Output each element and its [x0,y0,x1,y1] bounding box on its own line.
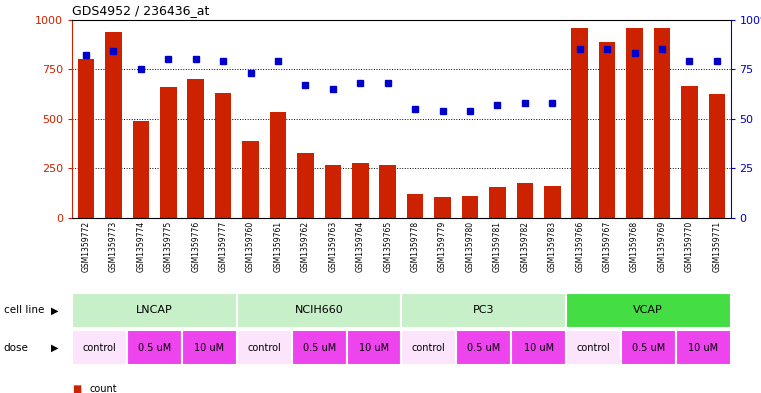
Bar [187,79,204,218]
Bar [380,165,396,218]
Bar [435,197,451,218]
Bar [517,184,533,218]
Text: PC3: PC3 [473,305,495,316]
Text: 10 uM: 10 uM [194,343,224,353]
Bar [105,31,122,218]
Text: VCAP: VCAP [633,305,663,316]
Text: 10 uM: 10 uM [524,343,554,353]
Bar [407,194,423,218]
Bar [599,42,616,218]
Text: NCIH660: NCIH660 [295,305,343,316]
Bar [511,330,566,365]
Text: 0.5 uM: 0.5 uM [138,343,171,353]
Text: control: control [247,343,281,353]
Text: 0.5 uM: 0.5 uM [632,343,665,353]
Bar [182,330,237,365]
Bar [626,28,643,218]
Bar [132,121,149,218]
Bar [215,93,231,218]
Bar [72,330,127,365]
Bar [621,330,676,365]
Bar [78,59,94,218]
Bar [72,293,237,328]
Bar [572,28,588,218]
Bar [325,165,341,218]
Text: count: count [89,384,116,393]
Bar [566,330,621,365]
Text: LNCAP: LNCAP [136,305,173,316]
Text: cell line: cell line [4,305,44,316]
Bar [291,330,346,365]
Bar [160,87,177,218]
Bar [544,186,561,218]
Bar [457,330,511,365]
Text: control: control [577,343,610,353]
Bar [298,152,314,218]
Bar [676,330,731,365]
Bar [489,187,505,218]
Text: dose: dose [4,343,29,353]
Text: 0.5 uM: 0.5 uM [303,343,336,353]
Bar [402,293,566,328]
Text: 10 uM: 10 uM [359,343,389,353]
Text: ■: ■ [72,384,81,393]
Bar [127,330,182,365]
Text: control: control [83,343,116,353]
Text: 10 uM: 10 uM [688,343,718,353]
Bar [402,330,457,365]
Bar [462,196,478,218]
Bar [352,163,368,218]
Bar [566,293,731,328]
Text: ▶: ▶ [51,305,59,316]
Bar [346,330,402,365]
Bar [237,330,291,365]
Bar [242,141,259,218]
Bar [269,112,286,218]
Text: control: control [412,343,446,353]
Bar [681,86,698,218]
Bar [237,293,402,328]
Text: ▶: ▶ [51,343,59,353]
Bar [654,28,670,218]
Text: 0.5 uM: 0.5 uM [467,343,500,353]
Bar [708,94,725,218]
Text: GDS4952 / 236436_at: GDS4952 / 236436_at [72,4,210,17]
